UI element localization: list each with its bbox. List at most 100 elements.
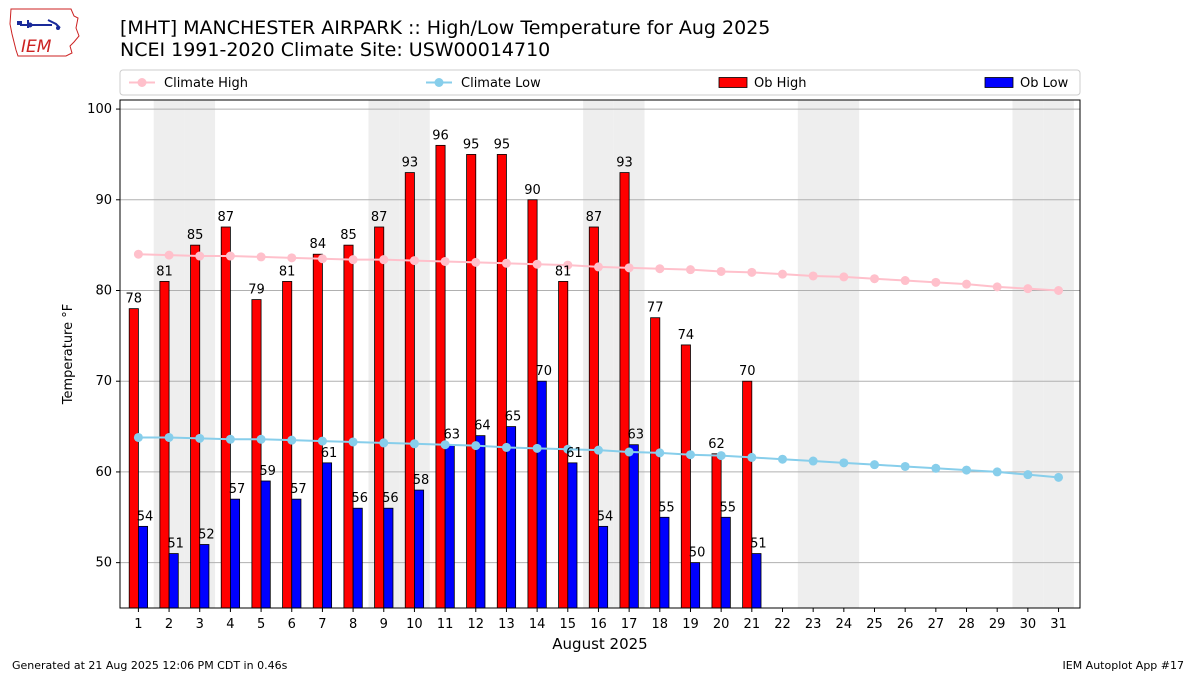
- x-tick-label: 1: [134, 617, 142, 632]
- ob-high-bar: [650, 317, 661, 609]
- ob-low-bar: [230, 498, 241, 609]
- ob-high-bar: [282, 281, 293, 609]
- x-tick-label: 26: [897, 617, 914, 632]
- x-tick-label: 23: [805, 617, 822, 632]
- ob-high-bar: [435, 144, 446, 609]
- gridlines: [120, 108, 1080, 564]
- ob-high-label: 74: [678, 328, 695, 343]
- x-tick-label: 24: [836, 617, 853, 632]
- ob-high-label: 85: [187, 228, 204, 243]
- climate-high-point: [501, 258, 511, 268]
- ob-low-bar: [598, 525, 609, 609]
- ob-high-bar: [742, 380, 753, 609]
- climate-high-point: [133, 249, 143, 259]
- x-tick-label: 31: [1050, 617, 1067, 632]
- x-tick-label: 30: [1020, 617, 1037, 632]
- ob-low-bar: [168, 553, 179, 609]
- climate-low-point: [195, 433, 205, 443]
- x-tick-label: 19: [682, 617, 699, 632]
- ob-low-label: 65: [505, 410, 522, 425]
- climate-high-point: [1054, 286, 1064, 295]
- ob-low-bar: [628, 444, 639, 609]
- x-tick-label: 17: [621, 617, 638, 632]
- y-tick-label: 100: [87, 102, 112, 117]
- climate-high-point: [931, 277, 941, 287]
- ob-high-bar: [558, 281, 569, 609]
- climate-high-point: [900, 276, 910, 286]
- y-tick-label: 60: [95, 465, 112, 480]
- weekend-band: [1012, 100, 1044, 608]
- climate-low-point: [593, 445, 603, 455]
- title-line-1: [MHT] MANCHESTER AIRPARK :: High/Low Tem…: [120, 17, 771, 39]
- legend-box: [119, 69, 1081, 96]
- climate-high-point: [962, 279, 972, 289]
- climate-low-point: [747, 452, 757, 462]
- y-axis-ticks: 50 60 70 80 90 100: [87, 102, 120, 571]
- ob-high-bar: [404, 172, 415, 609]
- climate-low-point: [624, 447, 634, 457]
- ob-low-bar: [659, 516, 670, 609]
- ob-low-label: 61: [566, 446, 583, 461]
- climate-low-point: [563, 444, 573, 454]
- weekend-band: [1043, 100, 1074, 608]
- climate-high-point: [1023, 284, 1033, 294]
- climate-high-point: [563, 260, 573, 270]
- ob-high-bar: [680, 344, 691, 609]
- x-tick-label: 22: [774, 617, 791, 632]
- climate-low-point: [655, 448, 665, 458]
- legend-label: Climate High: [164, 76, 248, 91]
- ob-low-label: 58: [413, 473, 430, 488]
- ob-low-bar: [567, 462, 578, 609]
- ob-high-label: 95: [463, 137, 480, 152]
- ob-high-label: 79: [248, 283, 265, 298]
- ob-low-label: 63: [443, 428, 460, 443]
- ob-high-bar: [496, 154, 507, 609]
- x-tick-label: 11: [437, 617, 454, 632]
- ob-high-label: 87: [371, 210, 388, 225]
- x-tick-label: 12: [468, 617, 485, 632]
- ob-high-bar: [619, 172, 630, 609]
- ob-high-bar: [374, 226, 385, 609]
- x-tick-label: 6: [288, 617, 296, 632]
- ob-high-label: 96: [432, 128, 449, 143]
- ob-high-label: 90: [524, 183, 541, 198]
- y-tick-label: 80: [95, 284, 112, 299]
- ob-low-bar: [199, 544, 210, 609]
- x-axis-ticks: 1 2 3 4 5 6 7 8 9 10 11 12 13 14 15 16 17 18 19 20 21 22 23 24 2…: [134, 608, 1067, 632]
- y-tick-label: 90: [95, 193, 112, 208]
- ob-high-bar: [190, 244, 201, 609]
- ob-low-label: 52: [198, 528, 215, 543]
- x-tick-label: 5: [257, 617, 265, 632]
- climate-low-point: [317, 436, 327, 446]
- climate-high-point: [777, 269, 787, 279]
- x-tick-label: 8: [349, 617, 357, 632]
- climate-high-point: [317, 254, 327, 264]
- ob-low-label: 56: [382, 491, 399, 506]
- chart-title: [MHT] MANCHESTER AIRPARK :: High/Low Tem…: [120, 17, 770, 61]
- x-tick-label: 16: [590, 617, 607, 632]
- ob-low-label: 57: [229, 482, 246, 497]
- legend-marker: [434, 78, 444, 87]
- climate-high-point: [532, 259, 542, 269]
- climate-high-point: [808, 271, 818, 281]
- ob-high-label: 81: [555, 264, 572, 279]
- ob-low-bar: [475, 435, 486, 609]
- climate-low-point: [501, 442, 511, 452]
- ob-low-label: 51: [167, 537, 184, 552]
- ob-high-label: 87: [586, 210, 603, 225]
- data-labels: 78 81 85 87 79 81 84 85 87 93 96 95 95 90 81 87 93 77 74 62…: [126, 128, 767, 560]
- climate-low-point: [471, 441, 481, 451]
- x-tick-label: 7: [318, 617, 326, 632]
- ob-low-label: 70: [535, 364, 552, 379]
- ob-high-label: 77: [647, 301, 664, 316]
- plot-frame: [119, 99, 1081, 609]
- climate-low-point: [685, 450, 695, 460]
- ob-low-label: 55: [658, 500, 675, 515]
- weekend-band: [828, 100, 860, 608]
- ob-low-bar: [138, 525, 149, 609]
- x-tick-label: 18: [652, 617, 669, 632]
- ob-high-label: 78: [126, 292, 143, 307]
- x-axis-label: August 2025: [552, 635, 647, 653]
- ob-low-label: 57: [290, 482, 307, 497]
